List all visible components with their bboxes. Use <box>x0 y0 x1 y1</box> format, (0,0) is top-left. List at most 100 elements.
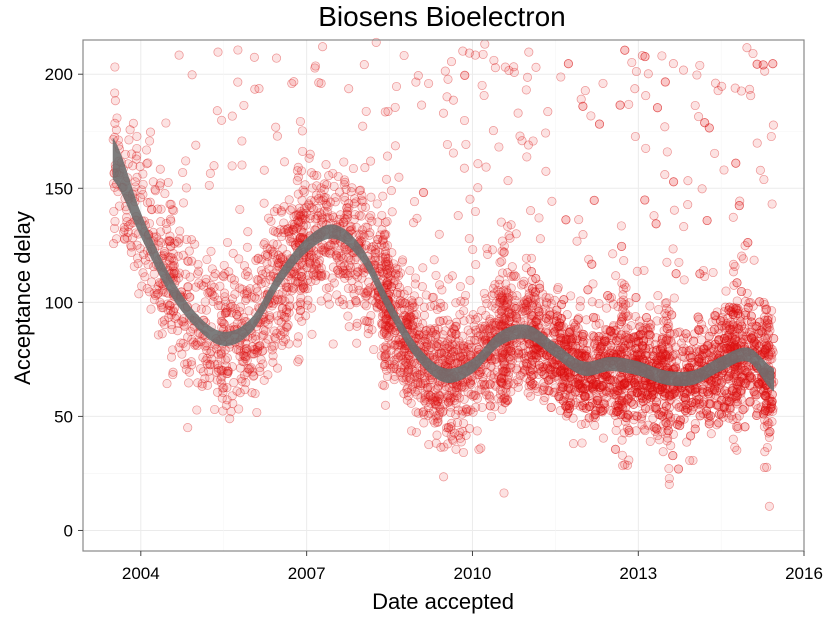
data-point <box>285 205 295 215</box>
data-point <box>279 202 289 212</box>
data-point <box>578 230 588 240</box>
data-point <box>266 216 276 226</box>
data-point <box>544 375 554 385</box>
data-point <box>679 222 689 232</box>
data-point <box>439 472 449 482</box>
data-point <box>218 406 228 416</box>
data-point <box>155 178 166 188</box>
data-point <box>364 213 375 223</box>
data-point <box>161 218 171 228</box>
data-point <box>487 245 498 255</box>
data-point <box>524 47 534 57</box>
data-point <box>257 331 267 341</box>
data-point <box>173 318 183 328</box>
data-point <box>166 306 176 316</box>
data-point <box>710 148 720 158</box>
data-point <box>443 343 453 353</box>
data-point <box>272 204 282 214</box>
data-point <box>193 259 203 269</box>
data-point <box>610 444 621 454</box>
data-point <box>328 168 338 178</box>
data-point <box>343 311 353 321</box>
data-point <box>179 314 189 324</box>
data-point <box>603 291 613 301</box>
data-point <box>687 358 697 368</box>
data-point <box>458 354 468 364</box>
data-point <box>616 221 626 231</box>
data-point <box>237 284 247 294</box>
data-point <box>360 202 371 212</box>
data-point <box>289 283 299 294</box>
data-point <box>664 391 674 401</box>
data-point <box>618 461 628 471</box>
data-point <box>188 324 198 334</box>
data-point <box>161 118 171 128</box>
data-point <box>501 383 511 393</box>
data-point <box>359 60 369 70</box>
data-point <box>442 423 452 433</box>
data-point <box>630 84 640 94</box>
data-point <box>168 306 179 316</box>
data-point <box>119 227 129 237</box>
data-point <box>212 106 222 116</box>
data-point <box>695 269 705 279</box>
data-point <box>662 298 672 308</box>
data-point <box>380 345 390 355</box>
data-point <box>172 236 182 246</box>
data-point <box>335 187 345 197</box>
data-point <box>618 305 628 315</box>
data-point <box>522 72 533 82</box>
data-point <box>478 377 488 387</box>
data-point <box>153 330 163 340</box>
data-point <box>179 320 189 330</box>
data-point <box>111 234 122 244</box>
data-point <box>110 88 120 98</box>
data-point <box>170 303 180 313</box>
data-point <box>169 269 179 279</box>
data-point <box>182 358 192 368</box>
data-point <box>213 363 224 373</box>
data-point <box>639 424 649 434</box>
data-point <box>459 344 469 354</box>
data-point <box>217 372 227 382</box>
data-point <box>263 249 273 259</box>
data-point <box>568 439 579 449</box>
data-point <box>187 360 197 370</box>
data-point <box>165 214 176 224</box>
data-point <box>345 300 355 310</box>
data-point <box>205 286 215 296</box>
data-point <box>488 126 498 136</box>
data-point <box>376 261 386 271</box>
data-point <box>360 299 370 309</box>
data-point <box>339 175 350 185</box>
data-point <box>110 96 120 106</box>
data-point <box>166 261 176 271</box>
data-point <box>390 141 400 151</box>
data-point <box>120 149 130 159</box>
data-point <box>249 52 259 62</box>
data-point <box>178 167 188 178</box>
data-point <box>577 438 587 448</box>
data-point <box>180 359 190 369</box>
data-point <box>679 275 689 285</box>
data-point <box>355 186 365 196</box>
data-point <box>132 172 142 182</box>
data-point <box>681 329 691 339</box>
data-point <box>259 198 269 208</box>
data-point <box>182 234 192 244</box>
data-point <box>699 344 709 354</box>
data-point <box>169 269 179 279</box>
data-point <box>662 147 672 157</box>
data-point <box>321 160 331 170</box>
data-point <box>282 286 292 296</box>
data-point <box>304 199 314 209</box>
data-point <box>135 193 146 203</box>
data-point <box>164 235 174 245</box>
data-point <box>125 219 135 229</box>
data-point <box>239 370 250 380</box>
data-point <box>271 53 282 63</box>
data-point <box>235 302 246 312</box>
data-point <box>409 197 420 207</box>
data-point <box>690 100 700 111</box>
data-point <box>559 295 569 305</box>
